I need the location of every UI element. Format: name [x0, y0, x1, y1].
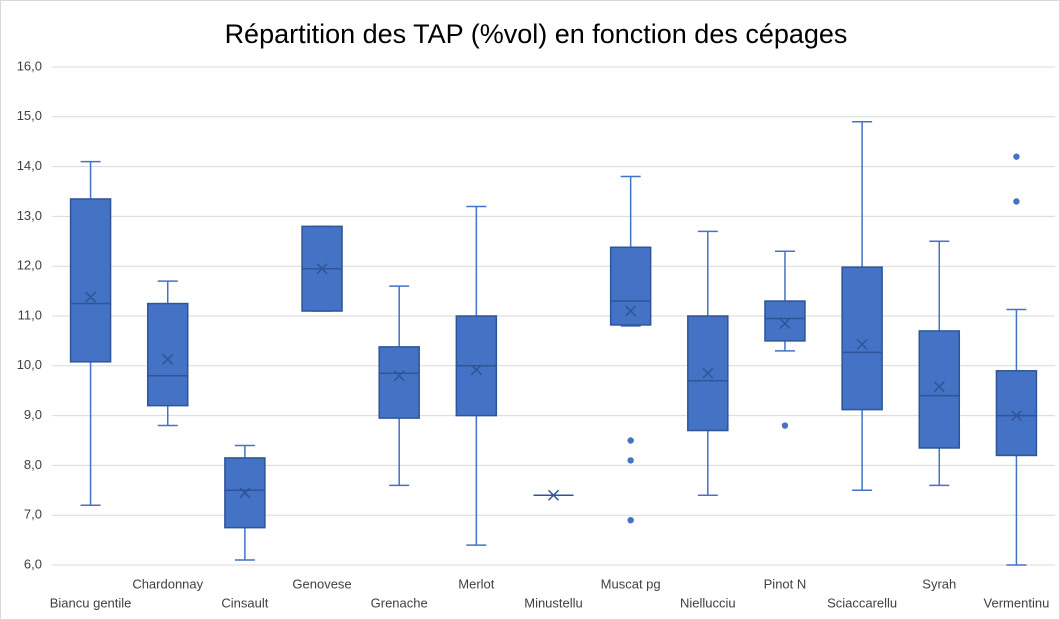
y-tick-label: 13,0 [17, 208, 42, 223]
y-tick-label: 9,0 [24, 407, 42, 422]
y-tick-label: 15,0 [17, 108, 42, 123]
outlier [627, 516, 634, 524]
mean-marker [239, 487, 251, 499]
y-tick-label: 14,0 [17, 158, 42, 173]
x-tick-label: Muscat pg [601, 576, 661, 591]
x-tick-label: Minustellu [524, 595, 583, 610]
mean-marker [547, 489, 560, 501]
outlier [627, 457, 634, 464]
mean-marker [779, 317, 791, 330]
box [146, 302, 189, 407]
outlier [1013, 198, 1020, 205]
x-tick-label: Niellucciu [680, 595, 736, 610]
box [609, 246, 652, 326]
box [764, 300, 806, 342]
y-tick-label: 7,0 [24, 507, 42, 522]
mean-marker [1010, 410, 1022, 422]
y-tick-label: 12,0 [17, 258, 42, 273]
mean-marker [702, 367, 714, 379]
mean-marker [470, 364, 482, 376]
outlier [781, 422, 789, 429]
x-tick-label: Syrah [922, 576, 956, 591]
x-tick-label: Cinsault [221, 595, 268, 610]
mean-marker [856, 338, 868, 350]
x-tick-label: Sciaccarellu [827, 595, 897, 610]
mean-marker [316, 263, 328, 275]
x-tick-label: Pinot N [764, 576, 807, 591]
chart-title: Répartition des TAP (%vol) en fonction d… [225, 19, 848, 49]
x-tick-label: Genovese [292, 576, 351, 591]
x-tick-label: Grenache [371, 595, 428, 610]
x-tick-label: Vermentinu [984, 595, 1050, 610]
y-tick-label: 6,0 [24, 556, 42, 571]
mean-marker [933, 381, 945, 393]
outlier [1013, 153, 1020, 160]
mean-marker [625, 305, 637, 317]
x-tick-label: Chardonnay [132, 576, 203, 591]
mean-marker [162, 353, 174, 365]
mean-marker [85, 291, 97, 303]
y-tick-label: 8,0 [24, 457, 42, 472]
box [841, 266, 883, 411]
box [69, 198, 112, 363]
x-tick-label: Merlot [458, 576, 495, 591]
box [378, 346, 420, 419]
box [918, 330, 961, 449]
y-tick-label: 11,0 [18, 307, 42, 322]
box [995, 370, 1038, 457]
mean-marker [393, 370, 405, 382]
x-tick-label: Biancu gentile [50, 595, 132, 610]
outlier [627, 437, 634, 444]
y-tick-label: 16,0 [17, 58, 42, 73]
y-tick-label: 10,0 [17, 357, 42, 372]
